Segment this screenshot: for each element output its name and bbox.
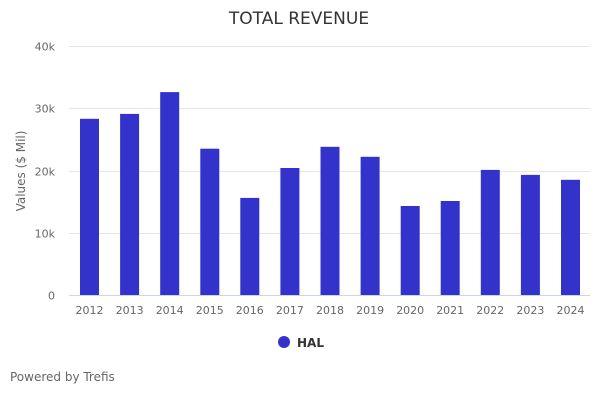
bar-2022[interactable] xyxy=(480,169,500,295)
bar-2016[interactable] xyxy=(240,197,260,295)
y-tick-label: 20k xyxy=(35,166,56,179)
x-tick-label: 2018 xyxy=(316,304,344,317)
y-tick-label: 40k xyxy=(35,41,56,54)
bar-2018[interactable] xyxy=(320,146,340,295)
bar-2019[interactable] xyxy=(360,156,380,295)
bar-2012[interactable] xyxy=(80,118,99,295)
x-tick-label: 2017 xyxy=(276,304,304,317)
powered-by-credit[interactable]: Powered by Trefis xyxy=(10,370,115,384)
bar-2015[interactable] xyxy=(200,148,220,295)
x-tick-label: 2016 xyxy=(236,304,264,317)
x-tick-label: 2012 xyxy=(76,304,104,317)
y-tick-label: 30k xyxy=(35,103,56,116)
bar-2020[interactable] xyxy=(400,206,420,295)
y-axis-label: Values ($ Mil) xyxy=(14,131,28,212)
y-tick-label: 0 xyxy=(48,290,55,303)
x-tick-label: 2019 xyxy=(356,304,384,317)
bar-2017[interactable] xyxy=(280,168,300,295)
x-tick-label: 2015 xyxy=(196,304,224,317)
x-tick-label: 2021 xyxy=(436,304,464,317)
bar-2014[interactable] xyxy=(160,92,180,295)
bar-2013[interactable] xyxy=(120,113,140,296)
bars xyxy=(80,92,580,296)
bar-2024[interactable] xyxy=(561,179,580,295)
legend-item-hal[interactable]: HAL xyxy=(278,336,324,350)
legend-marker xyxy=(278,336,290,348)
y-tick-label: 10k xyxy=(35,228,56,241)
y-axis-ticks: 0 10k 20k 30k 40k xyxy=(35,41,56,303)
x-tick-label: 2014 xyxy=(156,304,184,317)
x-tick-label: 2013 xyxy=(116,304,144,317)
x-axis-ticks: 2012 2013 2014 2015 2016 2017 2018 2019 2020 2021… xyxy=(76,304,585,317)
chart-title: TOTAL REVENUE xyxy=(228,9,369,29)
legend-label: HAL xyxy=(297,336,324,350)
x-tick-label: 2022 xyxy=(476,304,504,317)
bar-2021[interactable] xyxy=(440,201,460,295)
bar-2023[interactable] xyxy=(520,174,540,295)
x-tick-label: 2020 xyxy=(396,304,424,317)
x-tick-label: 2023 xyxy=(516,304,544,317)
x-tick-label: 2024 xyxy=(557,304,585,317)
